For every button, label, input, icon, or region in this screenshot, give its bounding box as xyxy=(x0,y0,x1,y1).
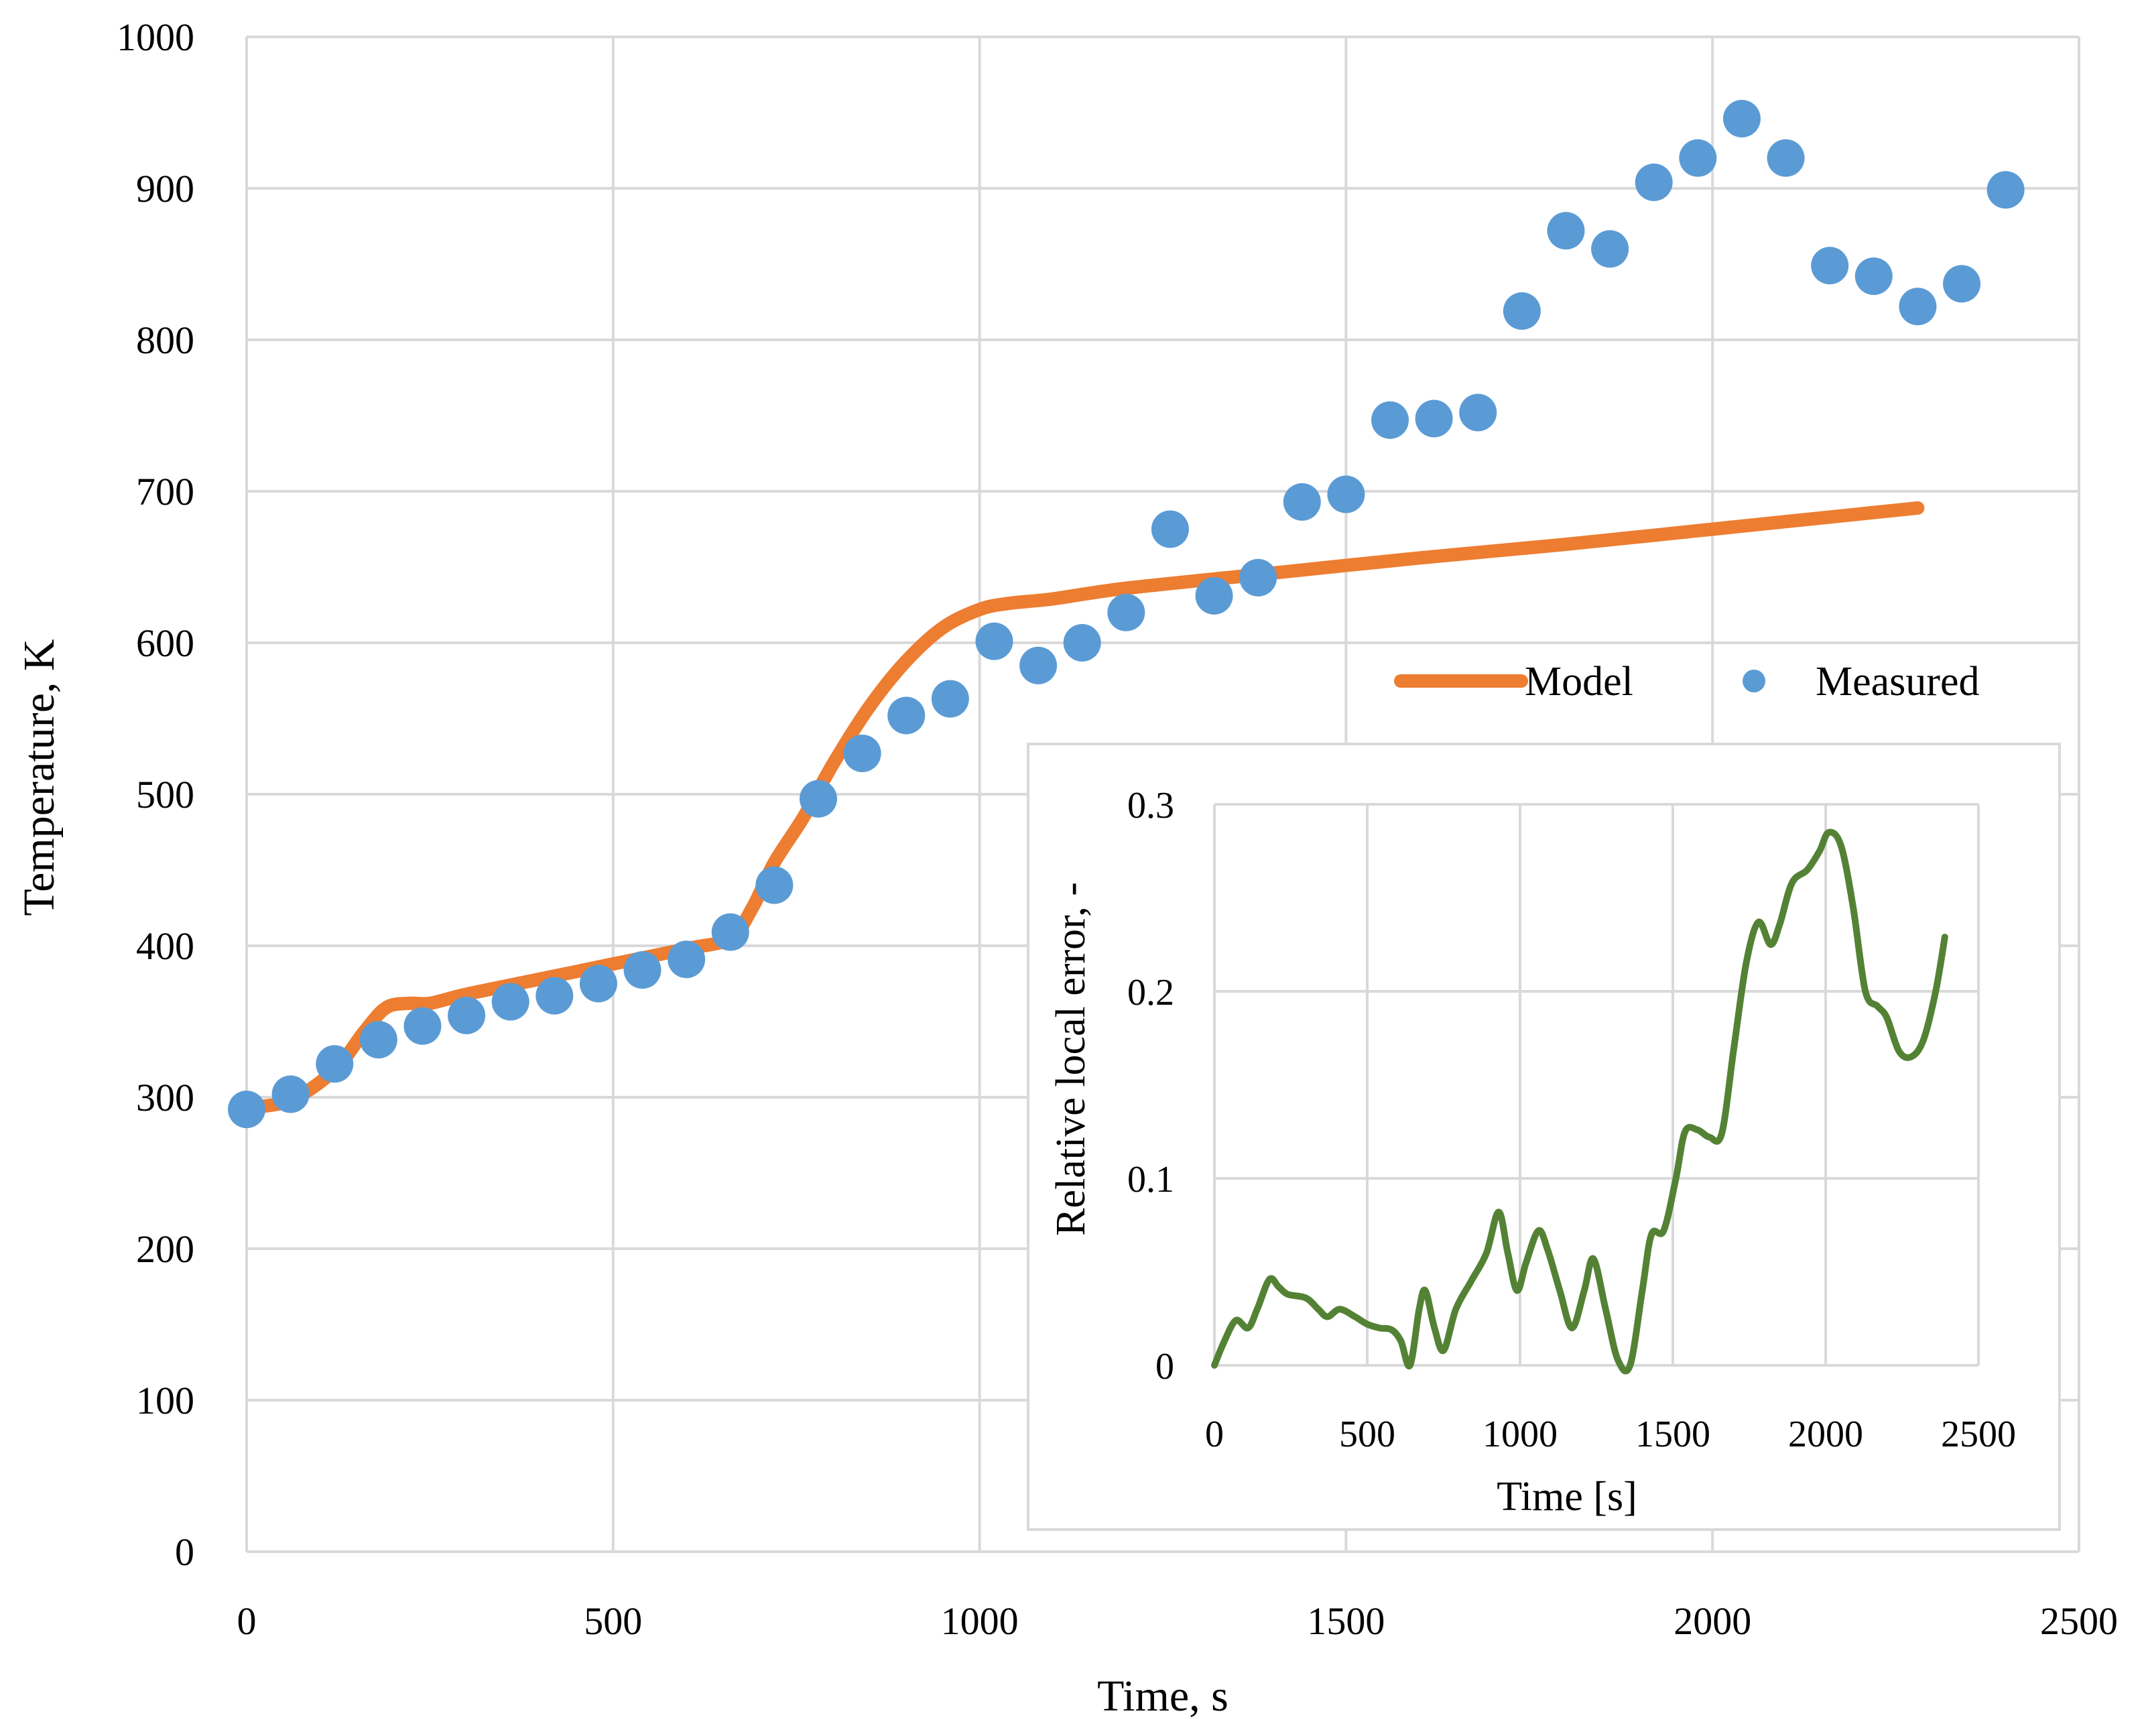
measured-point xyxy=(1899,288,1937,326)
inset-y-tick-label: 0.2 xyxy=(1127,972,1174,1013)
error-series xyxy=(1211,828,1948,1375)
measured-point xyxy=(843,734,881,772)
measured-point xyxy=(1459,393,1497,432)
measured-point xyxy=(1019,646,1058,684)
inset-y-tick-label: 0 xyxy=(1155,1346,1174,1387)
main-y-tick-label: 900 xyxy=(136,167,194,210)
measured-point xyxy=(535,977,574,1015)
inset-y-tick-label: 0.3 xyxy=(1127,785,1174,826)
measured-point xyxy=(711,913,749,951)
measured-point xyxy=(316,1045,354,1083)
main-y-tick-label: 400 xyxy=(136,924,194,968)
measured-point xyxy=(403,1007,442,1045)
measured-point xyxy=(1239,558,1277,597)
measured-point xyxy=(1722,100,1761,138)
main-y-tick-label: 100 xyxy=(136,1379,194,1422)
measured-point xyxy=(1811,247,1849,285)
measured-point xyxy=(271,1075,310,1113)
inset-x-tick-label: 2500 xyxy=(1941,1414,2016,1455)
main-y-tick-label: 1000 xyxy=(117,15,194,59)
measured-point xyxy=(1591,230,1629,268)
inset-frame xyxy=(1027,743,2061,1531)
measured-point xyxy=(975,622,1013,660)
measured-point xyxy=(1283,483,1321,521)
model-line xyxy=(240,501,1925,1115)
error-line xyxy=(1211,828,1948,1375)
inset-y-tick-label: 0.1 xyxy=(1127,1159,1174,1200)
inset-x-tick-label: 500 xyxy=(1339,1414,1395,1455)
main-x-tick-label: 1000 xyxy=(941,1599,1019,1643)
main-y-axis-title: Temperature, K xyxy=(15,639,64,916)
measured-point xyxy=(1063,624,1101,662)
measured-point xyxy=(228,1091,265,1129)
measured-point xyxy=(448,996,486,1034)
legend-measured-label: Measured xyxy=(1816,659,1979,704)
measured-point xyxy=(1635,163,1673,201)
measured-point xyxy=(1854,257,1893,296)
measured-point xyxy=(1151,510,1189,548)
measured-point xyxy=(1547,212,1585,250)
measured-point xyxy=(579,965,617,1003)
measured-point xyxy=(1107,593,1145,631)
main-x-tick-label: 2000 xyxy=(1674,1599,1751,1643)
measured-point xyxy=(1503,292,1541,330)
measured-point xyxy=(623,951,661,989)
measured-point xyxy=(1987,171,2025,209)
measured-point xyxy=(668,940,706,979)
main-y-tick-label: 800 xyxy=(136,318,194,362)
legend-model-label: Model xyxy=(1525,659,1633,704)
legend: Model Measured xyxy=(1394,659,1979,704)
measured-point xyxy=(887,696,926,735)
legend-measured-marker xyxy=(1743,670,1765,692)
main-y-tick-label: 600 xyxy=(136,621,194,665)
main-y-tick-label: 200 xyxy=(136,1227,194,1271)
measured-point xyxy=(1943,265,1981,303)
inset-y-axis-title: Relative local error, - xyxy=(1048,882,1094,1236)
main-x-tick-label: 1500 xyxy=(1307,1599,1385,1643)
main-y-tick-label: 500 xyxy=(136,773,194,816)
main-y-tick-label: 700 xyxy=(136,470,194,513)
measured-point xyxy=(1415,399,1453,438)
main-x-tick-label: 500 xyxy=(584,1599,642,1643)
inset-x-tick-label: 1500 xyxy=(1635,1414,1710,1455)
measured-point xyxy=(491,983,529,1021)
measured-point xyxy=(800,780,838,818)
measured-point xyxy=(931,680,969,718)
inset-x-tick-label: 0 xyxy=(1205,1414,1224,1455)
measured-point xyxy=(1327,475,1365,513)
measured-series xyxy=(228,100,2025,1129)
inset-chart: 00.10.20.30 500 1000 1500 2000 2500 Time [s] … xyxy=(1027,743,2061,1531)
main-y-tick-label: 0 xyxy=(175,1530,194,1574)
inset-gridlines xyxy=(1213,803,1980,1367)
inset-tick-labels: 0 0.1 0.2 0.3 0 500 1000 1500 2000 2500 xyxy=(1127,785,2016,1455)
main-tick-labels: 0 100 200 300 400 500 600 700 800 900 1000 0 500 1000… xyxy=(117,15,2118,1643)
measured-point xyxy=(359,1021,397,1059)
measured-point xyxy=(1371,401,1409,439)
measured-point xyxy=(1195,576,1233,615)
main-y-tick-label: 300 xyxy=(136,1076,194,1119)
measured-point xyxy=(1679,139,1717,177)
main-x-tick-label: 0 xyxy=(237,1599,257,1643)
main-x-axis-title: Time, s xyxy=(1097,1672,1228,1721)
measured-point xyxy=(755,866,794,904)
main-x-tick-label: 2500 xyxy=(2040,1599,2118,1643)
measured-point xyxy=(1767,139,1805,177)
inset-x-axis-title: Time [s] xyxy=(1497,1474,1637,1520)
model-series xyxy=(240,501,1925,1115)
inset-x-tick-label: 2000 xyxy=(1788,1414,1863,1455)
inset-x-tick-label: 1000 xyxy=(1483,1414,1558,1455)
